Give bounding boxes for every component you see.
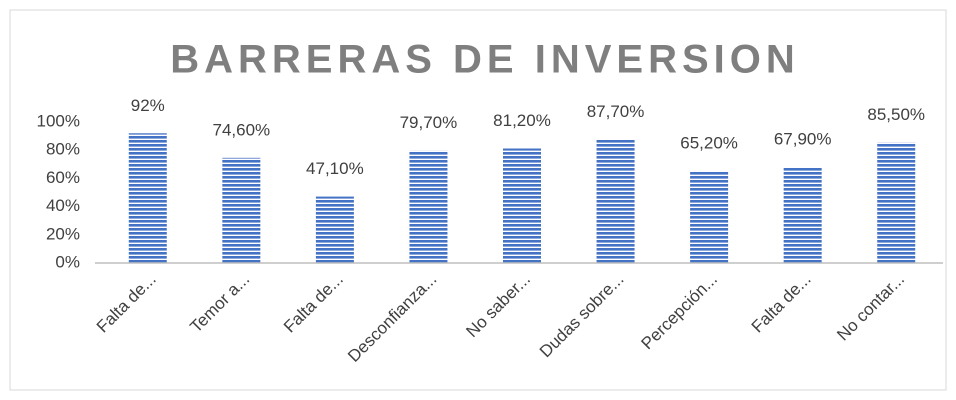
y-tick-label: 80% bbox=[46, 140, 80, 159]
value-label: 81,20% bbox=[493, 111, 551, 130]
bar bbox=[690, 171, 729, 263]
bar bbox=[315, 196, 354, 263]
y-tick-label: 40% bbox=[46, 196, 80, 215]
chart-title: BARRERAS DE INVERSION bbox=[170, 38, 800, 82]
value-label: 47,10% bbox=[306, 159, 364, 178]
bar bbox=[596, 139, 635, 263]
y-tick-label: 20% bbox=[46, 224, 80, 243]
bar bbox=[877, 142, 916, 263]
value-label: 79,70% bbox=[400, 113, 458, 132]
y-tick-label: 60% bbox=[46, 168, 80, 187]
bar bbox=[409, 150, 448, 263]
value-label: 85,50% bbox=[867, 105, 925, 124]
value-label: 74,60% bbox=[212, 120, 270, 139]
value-label: 65,20% bbox=[680, 134, 738, 153]
bar bbox=[783, 167, 822, 263]
bar bbox=[503, 148, 541, 263]
bar bbox=[222, 157, 261, 263]
bar bbox=[128, 133, 167, 263]
value-label: 87,70% bbox=[587, 102, 645, 121]
value-label: 92% bbox=[131, 96, 165, 115]
y-tick-label: 100% bbox=[37, 111, 80, 130]
value-label: 67,90% bbox=[774, 130, 832, 149]
y-tick-label: 0% bbox=[55, 252, 80, 271]
